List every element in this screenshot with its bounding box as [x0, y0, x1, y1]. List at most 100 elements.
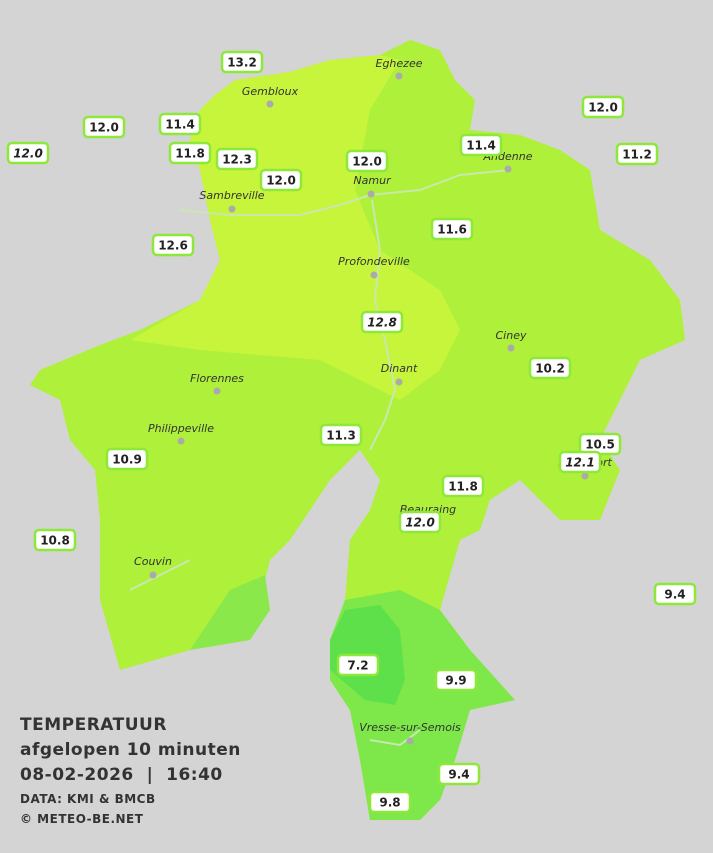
- town-dot: [149, 571, 157, 579]
- town-label: Dinant: [381, 362, 418, 375]
- legend-title: TEMPERATUUR: [20, 715, 167, 735]
- station-value: 12.8: [367, 316, 397, 330]
- station: 11.4: [158, 112, 202, 136]
- river: [129, 169, 511, 747]
- town-label: Namur: [353, 174, 392, 187]
- station-box: [528, 356, 572, 380]
- station: 12.0: [259, 168, 303, 192]
- station-value: 12.0: [89, 121, 119, 135]
- legend-subtitle: afgelopen 10 minuten: [20, 740, 241, 760]
- station: 11.3: [319, 423, 363, 447]
- station: 10.2: [528, 356, 572, 380]
- station-box: [558, 450, 602, 474]
- station: 11.4: [459, 133, 503, 157]
- station: 9.4: [437, 762, 481, 786]
- station-box: [319, 423, 363, 447]
- station: 12.1: [558, 450, 602, 474]
- station-box: [360, 310, 404, 334]
- station-value: 12.1: [565, 456, 595, 470]
- station-box: [215, 147, 259, 171]
- station: 11.6: [430, 217, 474, 241]
- town-dot: [367, 190, 375, 198]
- legend-credit: © METEO-BE.NET: [20, 812, 144, 826]
- station-value: 10.5: [585, 438, 615, 452]
- station: 9.8: [368, 790, 412, 814]
- station: 9.9: [434, 668, 478, 692]
- station-box: [398, 510, 442, 534]
- station-box: [653, 582, 697, 606]
- station: 12.8: [360, 310, 404, 334]
- town-label: Vresse-sur-Semois: [359, 721, 461, 734]
- station-value: 9.4: [448, 768, 469, 782]
- town-label: Florennes: [190, 372, 244, 385]
- station: 12.0: [345, 149, 389, 173]
- station: 12.0: [6, 141, 50, 165]
- station: 10.8: [33, 528, 77, 552]
- town-dot: [395, 378, 403, 386]
- station-value: 12.0: [13, 147, 43, 161]
- station: 10.9: [105, 447, 149, 471]
- station: 12.0: [398, 510, 442, 534]
- town-dot: [213, 387, 221, 395]
- station-box: [459, 133, 503, 157]
- station-box: [220, 50, 264, 74]
- station-box: [336, 653, 380, 677]
- station-value: 11.8: [175, 147, 205, 161]
- station-box: [430, 217, 474, 241]
- station-value: 9.8: [379, 796, 400, 810]
- town-dot: [507, 344, 515, 352]
- town-dot: [228, 205, 236, 213]
- station-box: [615, 142, 659, 166]
- station-box: [158, 112, 202, 136]
- town-dot: [504, 165, 512, 173]
- legend-source: DATA: KMI & BMCB: [20, 792, 156, 806]
- station-box: [151, 233, 195, 257]
- town-label: Sambreville: [199, 189, 264, 202]
- station: 12.6: [151, 233, 195, 257]
- station-box: [368, 790, 412, 814]
- town-dot: [370, 271, 378, 279]
- town-label: Profondeville: [338, 255, 410, 268]
- town-label: Couvin: [134, 555, 172, 568]
- town-label: Gembloux: [242, 85, 299, 98]
- station-box: [168, 141, 212, 165]
- town-label: Eghezee: [376, 57, 423, 70]
- station: 11.2: [615, 142, 659, 166]
- station-box: [6, 141, 50, 165]
- station-box: [259, 168, 303, 192]
- station: 11.8: [441, 474, 485, 498]
- station-value: 9.4: [664, 588, 685, 602]
- station-box: [105, 447, 149, 471]
- station-value: 13.2: [227, 56, 257, 70]
- station-value: 11.2: [622, 148, 652, 162]
- station-value: 12.0: [266, 174, 296, 188]
- town-dot: [266, 100, 274, 108]
- station-value: 11.3: [326, 429, 356, 443]
- station-value: 12.0: [352, 155, 382, 169]
- town-label: Philippeville: [148, 422, 214, 435]
- station-value: 12.0: [588, 101, 618, 115]
- station-value: 11.4: [165, 118, 195, 132]
- legend-datetime: 08-02-2026 | 16:40: [20, 765, 223, 785]
- station-value: 10.8: [40, 534, 70, 548]
- station-box: [581, 95, 625, 119]
- station-value: 9.9: [445, 674, 466, 688]
- station-box: [82, 115, 126, 139]
- town-dot: [177, 437, 185, 445]
- station-value: 7.2: [347, 659, 368, 673]
- station-box: [434, 668, 478, 692]
- station-value: 10.9: [112, 453, 142, 467]
- station-value: 11.6: [437, 223, 467, 237]
- station-value: 10.2: [535, 362, 565, 376]
- station: 12.0: [82, 115, 126, 139]
- town-dot: [581, 472, 589, 480]
- station-box: [345, 149, 389, 173]
- station: 11.8: [168, 141, 212, 165]
- station-box: [437, 762, 481, 786]
- station: 13.2: [220, 50, 264, 74]
- station: 7.2: [336, 653, 380, 677]
- cool-zone-2: [190, 575, 270, 650]
- station-value: 11.8: [448, 480, 478, 494]
- station: 12.0: [581, 95, 625, 119]
